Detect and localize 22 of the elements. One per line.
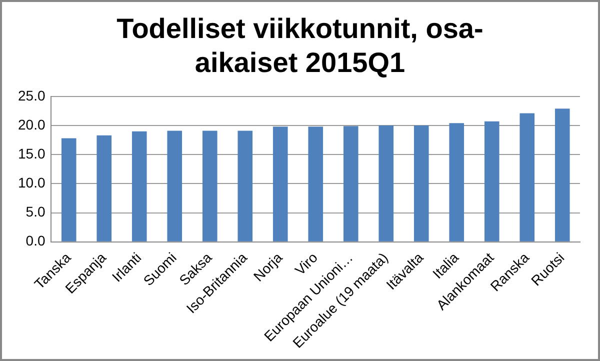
bar: [520, 113, 535, 242]
bar: [343, 126, 358, 242]
bar: [96, 135, 112, 242]
bar: [202, 130, 218, 242]
bar: [238, 130, 253, 242]
bar: [378, 125, 394, 242]
bar: [132, 131, 147, 242]
y-tick-label: 15.0: [18, 145, 46, 162]
bar: [484, 121, 500, 242]
bar: [554, 108, 570, 242]
bar: [61, 138, 76, 242]
bar: [272, 126, 288, 242]
bar: [167, 130, 182, 242]
y-tick-label: 25.0: [18, 87, 46, 104]
y-tick-label: 0.0: [26, 232, 46, 249]
bar: [449, 123, 464, 242]
y-tick-label: 5.0: [26, 204, 46, 220]
bar: [414, 125, 429, 242]
bar: [308, 126, 324, 242]
y-tick-label: 20.0: [18, 116, 46, 132]
chart-title: Todelliset viikkotunnit, osa-aikaiset 2015Q1: [116, 12, 484, 80]
y-tick-label: 10.0: [18, 174, 46, 191]
